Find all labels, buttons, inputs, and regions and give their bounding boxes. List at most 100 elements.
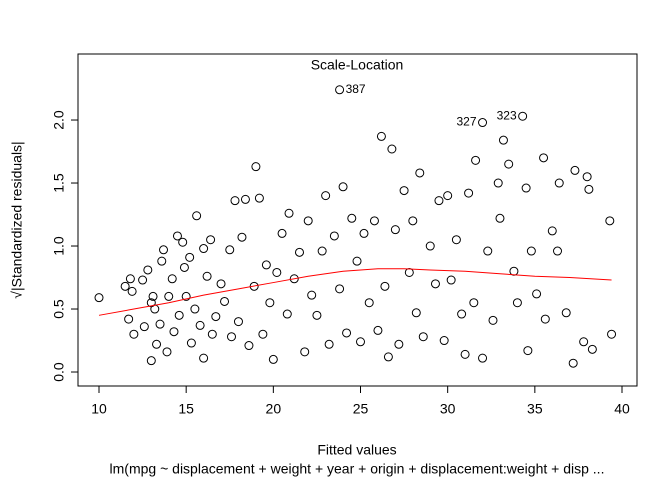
point <box>464 188 474 198</box>
plot-frame <box>77 53 638 387</box>
point <box>380 281 390 291</box>
point <box>206 235 216 245</box>
point <box>199 353 209 363</box>
point <box>338 182 348 192</box>
point <box>457 309 467 319</box>
point <box>272 267 282 277</box>
subtitle: lm(mpg ~ displacement + weight + year + … <box>110 461 605 477</box>
point-label: 387 <box>346 82 366 96</box>
point <box>159 245 169 255</box>
x-tick-label: 35 <box>527 401 543 417</box>
point <box>185 252 195 262</box>
point <box>317 246 327 256</box>
point <box>553 246 563 256</box>
point <box>521 183 531 193</box>
point <box>303 216 313 226</box>
point <box>190 304 200 314</box>
point <box>460 349 470 359</box>
point <box>265 298 275 308</box>
point <box>124 314 134 324</box>
point <box>478 118 488 128</box>
point <box>207 329 217 339</box>
point <box>451 235 461 245</box>
point <box>390 225 400 235</box>
point <box>607 329 617 339</box>
point <box>539 153 549 163</box>
point <box>152 339 162 349</box>
point <box>227 332 237 342</box>
point <box>324 339 334 349</box>
point <box>211 312 221 322</box>
point <box>261 260 271 270</box>
point <box>220 296 230 306</box>
point <box>277 228 287 238</box>
point <box>342 328 352 338</box>
point <box>300 347 310 357</box>
point <box>233 317 243 327</box>
point <box>547 226 557 236</box>
x-axis-label: Fitted values <box>317 442 396 458</box>
point <box>471 155 481 165</box>
y-tick-label: 1.0 <box>51 236 67 256</box>
point <box>605 216 615 226</box>
point <box>425 241 435 251</box>
point <box>335 284 345 294</box>
point <box>129 329 139 339</box>
point <box>478 353 488 363</box>
point <box>240 194 250 204</box>
point <box>498 135 508 145</box>
point <box>523 346 533 356</box>
point <box>408 216 418 226</box>
point <box>359 228 369 238</box>
point <box>335 85 345 95</box>
point <box>579 337 589 347</box>
chart-title: Scale-Location <box>311 57 404 73</box>
point <box>504 159 514 169</box>
point <box>143 265 153 275</box>
point <box>139 322 149 332</box>
y-tick-label: 2.0 <box>51 110 67 130</box>
point <box>199 244 209 254</box>
y-tick-label: 0.5 <box>51 299 67 319</box>
point <box>307 290 317 300</box>
point <box>172 231 182 241</box>
point <box>495 213 505 223</box>
point <box>394 339 404 349</box>
point <box>282 309 292 319</box>
point <box>321 191 331 201</box>
point <box>568 358 578 368</box>
point <box>383 352 393 362</box>
point <box>216 279 226 289</box>
point <box>446 275 456 285</box>
point <box>202 271 212 281</box>
point <box>364 298 374 308</box>
point <box>157 256 167 266</box>
point <box>284 208 294 218</box>
point <box>554 178 564 188</box>
x-tick-label: 20 <box>266 401 282 417</box>
point <box>192 211 202 221</box>
point <box>443 191 453 201</box>
point <box>127 286 137 296</box>
point <box>138 275 148 285</box>
point <box>518 111 528 121</box>
point <box>387 144 397 154</box>
point <box>169 327 179 337</box>
point <box>186 338 196 348</box>
x-tick-label: 25 <box>353 401 369 417</box>
point <box>582 172 592 182</box>
point <box>434 196 444 206</box>
x-tick-label: 15 <box>178 401 194 417</box>
point <box>512 298 522 308</box>
point <box>356 337 366 347</box>
point <box>251 162 261 172</box>
point <box>430 279 440 289</box>
point <box>294 247 304 257</box>
point <box>329 231 339 241</box>
point <box>312 310 322 320</box>
point <box>268 354 278 364</box>
y-tick-label: 1.5 <box>51 173 67 193</box>
point <box>415 168 425 178</box>
point <box>373 325 383 335</box>
point <box>369 216 379 226</box>
